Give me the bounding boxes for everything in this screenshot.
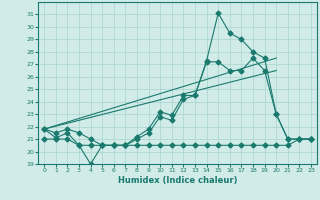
X-axis label: Humidex (Indice chaleur): Humidex (Indice chaleur): [118, 176, 237, 185]
